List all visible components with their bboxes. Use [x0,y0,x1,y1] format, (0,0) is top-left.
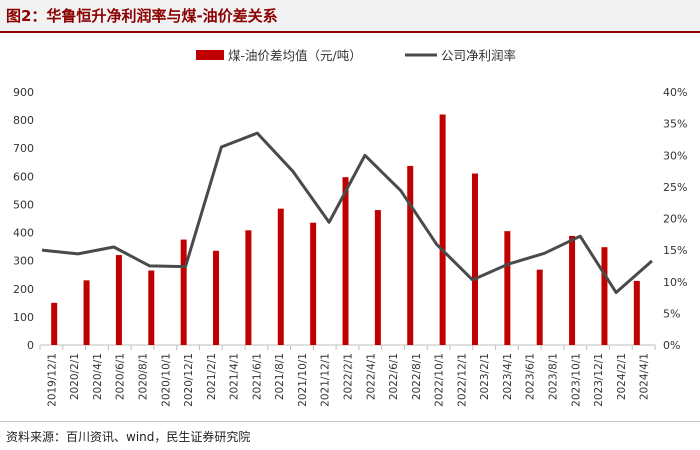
legend-label-line: 公司净利润率 [441,48,516,63]
x-axis-tick-label: 2022/6/1 [388,353,400,400]
x-axis-tick-label: 2020/4/1 [92,353,104,400]
right-axis-tick-label: 15% [663,244,687,257]
left-axis-tick-label: 500 [13,198,34,211]
right-axis-tick-label: 40% [663,86,687,99]
bottom-divider [0,421,700,422]
source-note: 资料来源：百川资讯、wind，民生证券研究院 [6,430,251,444]
bar [569,235,576,345]
chart: 0 100 200 300 400 500 600 700 800 900 0% 5% 10% 15% 20… [13,48,687,407]
legend-label-bar: 煤-油价差均值（元/吨） [228,48,362,63]
bar [536,269,543,345]
x-axis-tick-label: 2020/12/1 [183,353,195,407]
x-axis-tick-label: 2021/8/1 [274,353,286,400]
x-axis-tick-label: 2021/12/1 [320,353,332,407]
x-axis-tick-label: 2024/2/1 [616,353,628,400]
x-axis-tick-label: 2020/6/1 [115,353,127,400]
x-axis-tick-label: 2024/4/1 [639,353,651,400]
x-axis-tick-label: 2020/2/1 [69,353,81,400]
right-axis-tick-label: 10% [663,276,687,289]
bar [374,210,381,345]
left-axis-tick-label: 100 [13,311,34,324]
x-axis-tick-label: 2023/10/1 [570,353,582,407]
x-axis-tick-label: 2023/8/1 [548,353,560,400]
x-axis-tick-label: 2022/10/1 [434,353,446,407]
x-axis-tick-label: 2023/6/1 [525,353,537,400]
left-axis-tick-label: 300 [13,255,34,268]
bar [504,231,511,345]
bar [83,280,90,345]
left-axis-tick-label: 800 [13,114,34,127]
left-axis-tick-label: 600 [13,170,34,183]
bar [213,250,220,345]
x-axis-tick-label: 2021/10/1 [297,353,309,407]
x-axis-tick-label: 2023/4/1 [502,353,514,400]
bar [148,270,155,345]
x-axis-tick-label: 2021/4/1 [229,353,241,400]
right-axis-tick-label: 30% [663,149,687,162]
left-axis-tick-label: 900 [13,86,34,99]
bar [180,239,187,345]
title-bar [0,0,700,32]
bar [439,114,446,345]
net-margin-line [41,131,653,294]
x-axis-tick-label: 2022/2/1 [343,353,355,400]
bar [51,302,58,345]
x-axis-tick-label: 2022/8/1 [411,353,423,400]
legend-swatch-bar [196,50,224,60]
x-axis-tick-label: 2019/12/1 [46,353,58,407]
right-axis-tick-label: 25% [663,181,687,194]
right-axis-tick-label: 0% [663,339,680,352]
left-axis-tick-label: 400 [13,227,34,240]
x-axis-tick-label: 2021/6/1 [251,353,263,400]
bar [310,222,317,345]
x-axis-tick-label: 2020/10/1 [160,353,172,407]
bar [601,247,608,345]
left-axis-tick-label: 200 [13,283,34,296]
bar [633,280,640,345]
right-axis-tick-label: 20% [663,213,687,226]
bar [342,177,349,345]
right-axis-tick-label: 5% [663,307,680,320]
x-axis-tick-label: 2022/4/1 [365,353,377,400]
bar [407,165,414,345]
left-axis-tick-label: 0 [27,339,34,352]
right-axis-tick-label: 35% [663,118,687,131]
bar [115,255,122,345]
bar [245,230,252,345]
x-axis-tick-label: 2022/12/1 [456,353,468,407]
title-divider [0,31,700,33]
bar [471,173,478,345]
x-axis-tick-label: 2020/8/1 [138,353,150,400]
x-axis-tick-label: 2023/2/1 [479,353,491,400]
bar [277,208,284,345]
left-axis-tick-label: 700 [13,142,34,155]
x-axis-tick-label: 2023/12/1 [593,353,605,407]
x-axis-tick-label: 2021/2/1 [206,353,218,400]
figure-title: 图2：华鲁恒升净利润率与煤-油价差关系 [6,7,278,25]
